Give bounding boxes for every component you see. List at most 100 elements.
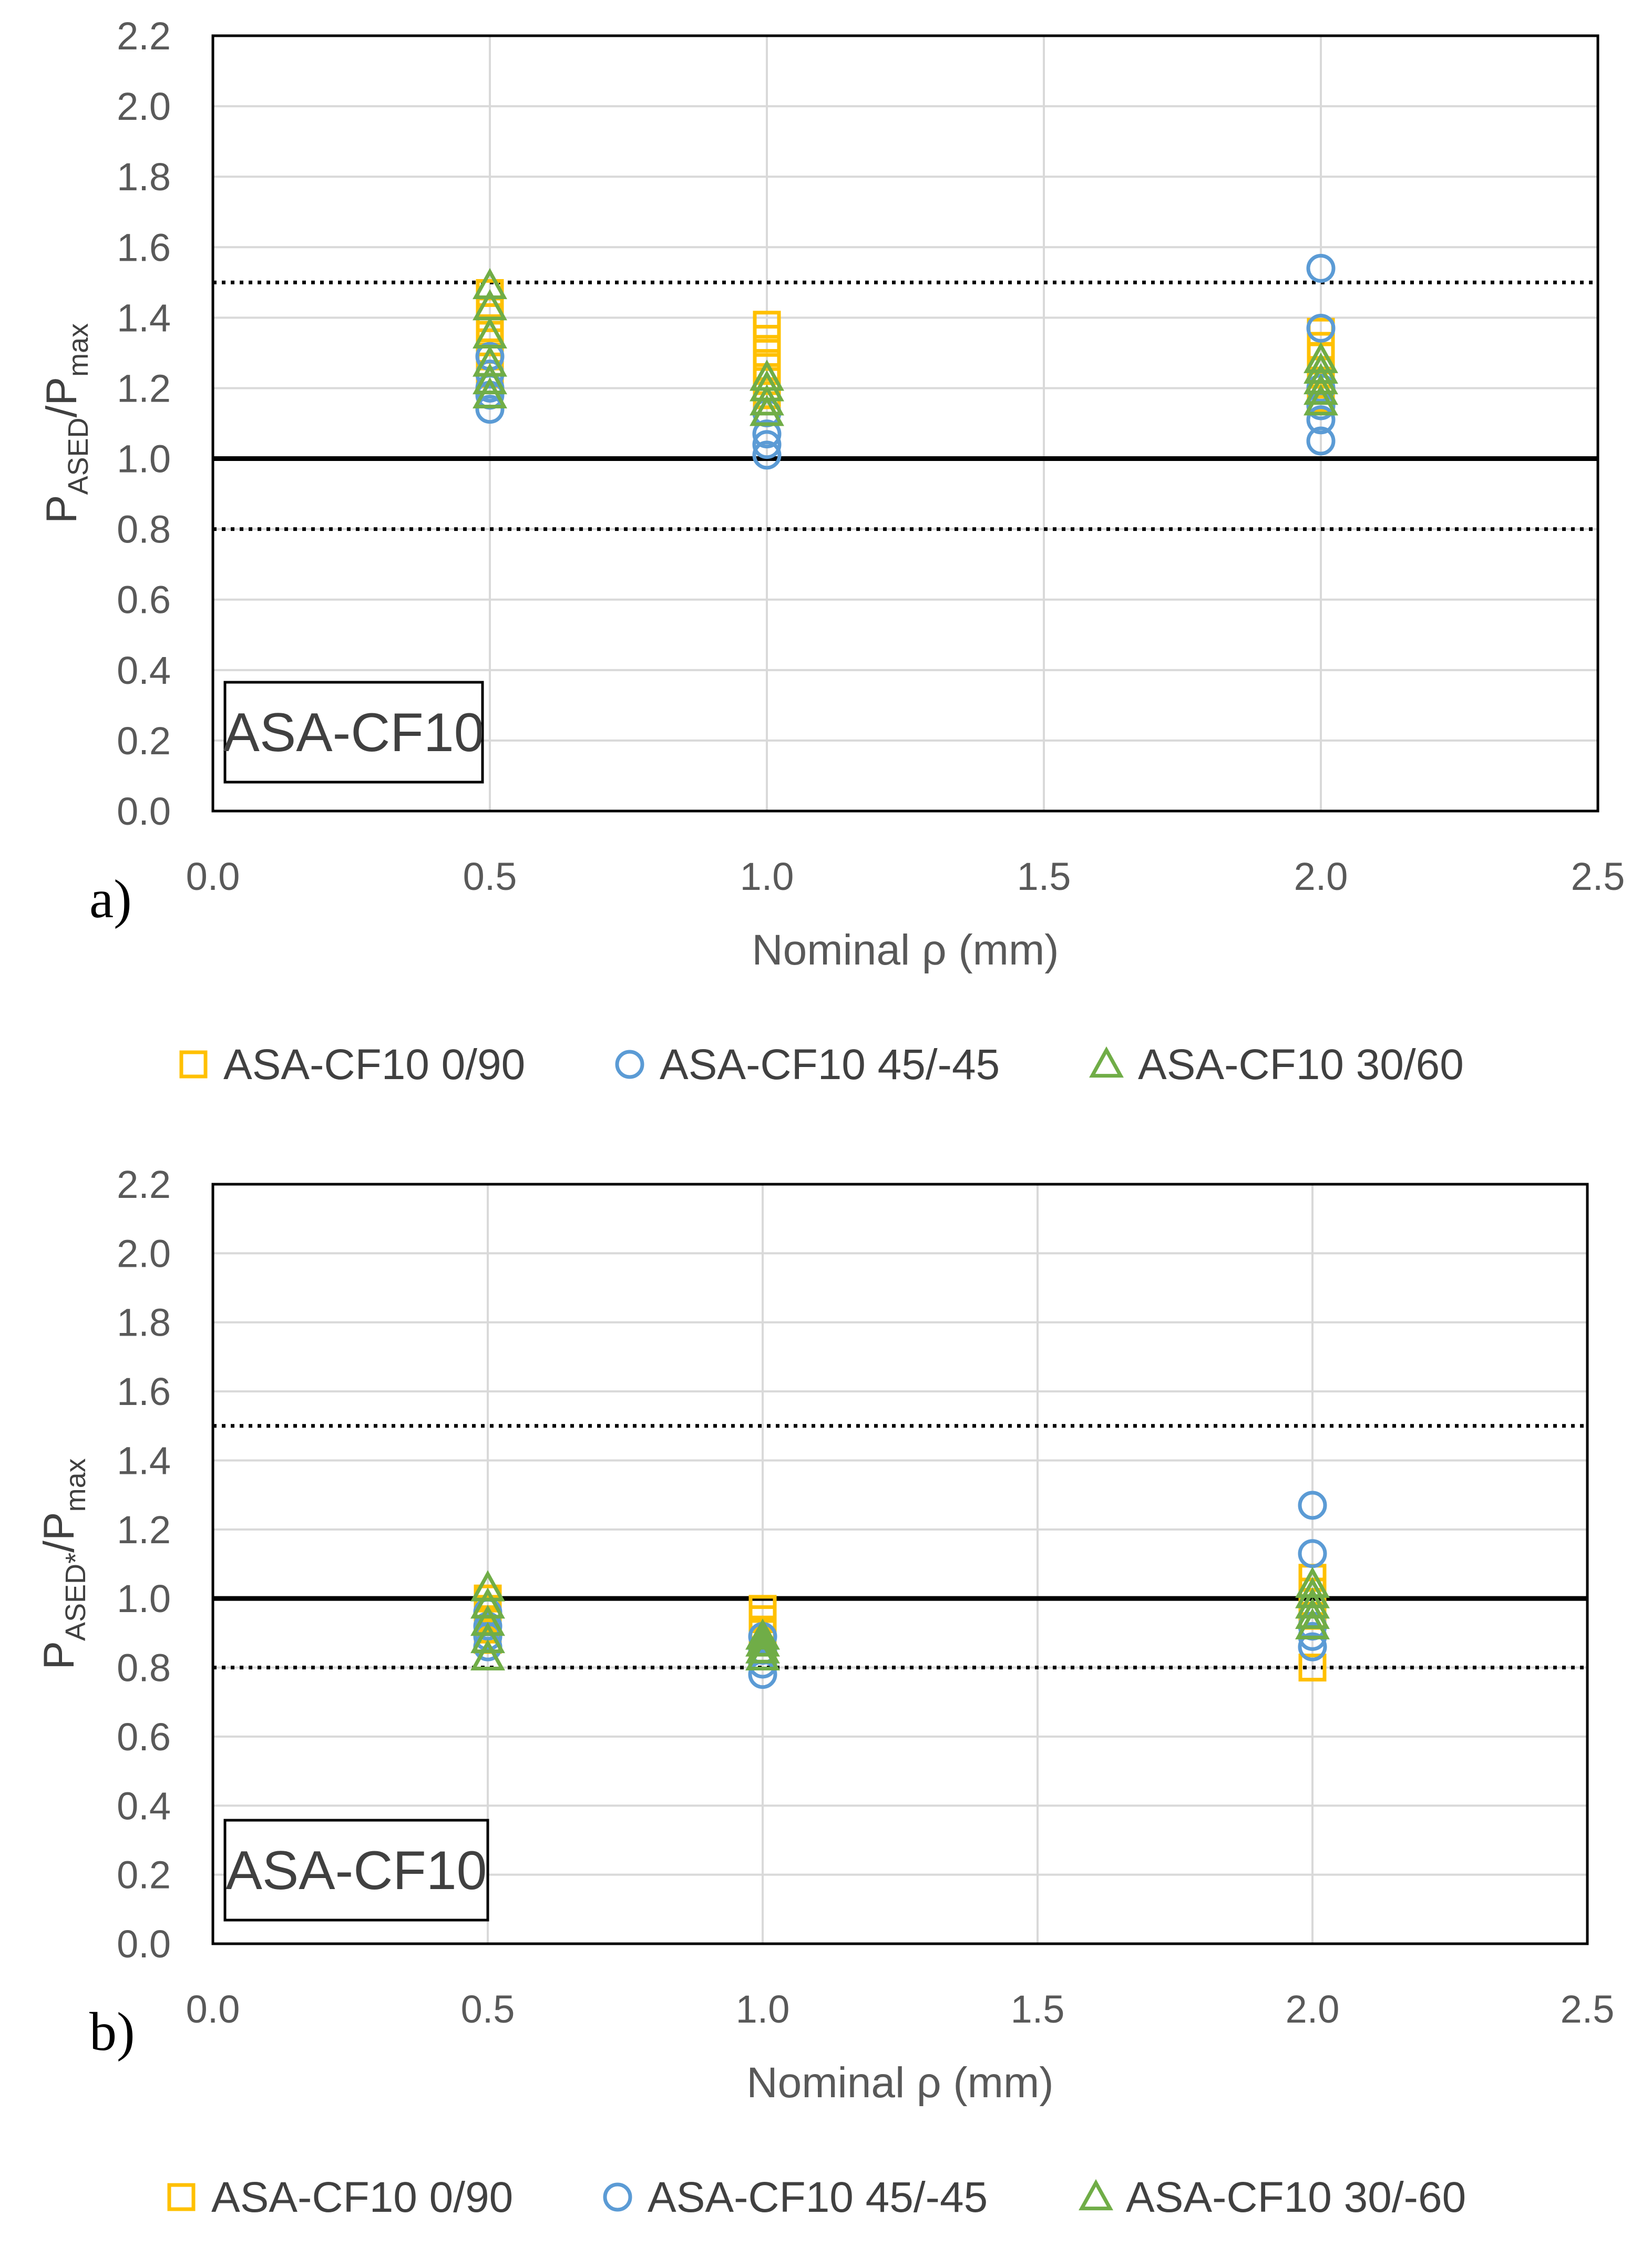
y-tick-label: 1.8 <box>117 155 171 199</box>
legend-marker-circle <box>603 2182 632 2212</box>
panel-label: b) <box>89 2002 135 2062</box>
y-tick-label: 1.8 <box>117 1301 171 1345</box>
legend-entry-label: ASA-CF10 45/-45 <box>648 2173 988 2221</box>
y-tick-label: 0.2 <box>117 1853 171 1897</box>
data-point-triangle <box>1295 1587 1330 1619</box>
y-axis-title-part: max <box>63 323 94 377</box>
y-tick-label: 0.4 <box>117 649 171 692</box>
material-label: ASA-CF10 <box>223 702 484 763</box>
data-point-triangle <box>1295 1577 1330 1608</box>
x-axis-title: Nominal ρ (mm) <box>746 2059 1053 2107</box>
data-point-triangle <box>1295 1566 1330 1598</box>
y-tick-label: 2.2 <box>117 1163 171 1206</box>
x-tick-label: 1.5 <box>1011 1987 1065 2031</box>
series-triangle <box>473 268 1338 426</box>
x-tick-label: 0.5 <box>463 855 517 898</box>
x-tick-label: 0.0 <box>186 1987 240 2031</box>
data-point-triangle <box>1304 373 1338 405</box>
material-label-box <box>223 1819 489 1922</box>
data-point-circle <box>475 395 505 424</box>
chart-panel-b: 0.0 0.2 0.4 0.6 0.8 1.0 1.2 1.4 1.6 1.8 2.0 2.2 0.0 0… <box>35 1163 1614 2107</box>
data-point-circle <box>473 1612 502 1641</box>
data-point-triangle <box>473 345 507 377</box>
y-tick-label: 0.8 <box>117 1646 171 1690</box>
series-circle <box>475 254 1336 470</box>
y-tick-label: 0.6 <box>117 578 171 622</box>
y-axis-title-part: ASED <box>63 417 94 495</box>
y-tick-label: 2.0 <box>117 1232 171 1275</box>
data-point-triangle <box>1304 352 1338 384</box>
legend-entry-label: ASA-CF10 30/-60 <box>1126 2173 1466 2221</box>
material-label: ASA-CF10 <box>225 1840 487 1901</box>
data-point-circle <box>752 430 782 459</box>
series-square <box>474 1564 1327 1682</box>
data-point-circle <box>1298 1491 1327 1520</box>
x-tick-label: 0.5 <box>461 1987 515 2031</box>
data-point-circle <box>1306 254 1336 283</box>
data-point-square <box>1298 1654 1327 1682</box>
legend-entry-label: ASA-CF10 0/90 <box>223 1041 525 1089</box>
data-point-triangle <box>1304 363 1338 395</box>
x-tick-label: 2.0 <box>1294 855 1348 898</box>
y-tick-label: 2.0 <box>117 85 171 128</box>
x-axis-title: Nominal ρ (mm) <box>752 926 1059 974</box>
data-point-square <box>753 367 781 395</box>
data-point-triangle <box>1295 1608 1330 1639</box>
data-point-triangle <box>470 1622 505 1654</box>
data-point-triangle <box>473 363 507 395</box>
plot-area-frame <box>211 34 1599 813</box>
y-tick-label: 1.0 <box>117 1577 171 1620</box>
y-tick-label: 0.0 <box>117 1922 171 1966</box>
x-tick-label: 0.0 <box>186 855 240 898</box>
legend: ASA-CF10 0/90 ASA-CF10 45/-45 ASA-CF10 30/… <box>167 2173 1466 2221</box>
legend-marker-square <box>167 2183 196 2211</box>
x-tick-label: 1.5 <box>1017 855 1071 898</box>
data-point-circle <box>752 419 782 449</box>
y-axis-title-part: ASED* <box>60 1553 91 1641</box>
y-tick-label: 0.8 <box>117 508 171 551</box>
plot-area-frame <box>211 1183 1589 1945</box>
x-tick-label: 2.5 <box>1571 855 1625 898</box>
panel-label: a) <box>89 869 132 929</box>
y-axis-title-part: max <box>60 1458 91 1512</box>
data-point-triangle <box>745 1639 780 1670</box>
legend-entry-label: ASA-CF10 45/-45 <box>660 1041 1000 1089</box>
y-axis-title: PASED/Pmax <box>38 323 94 524</box>
data-point-square <box>753 311 781 339</box>
y-tick-label: 1.4 <box>117 1439 171 1482</box>
y-axis-title-part: /P <box>38 377 86 417</box>
legend-marker-triangle <box>1079 2179 1113 2211</box>
y-tick-label: 1.0 <box>117 437 171 481</box>
data-point-triangle <box>1304 342 1338 373</box>
data-point-triangle <box>470 1587 505 1619</box>
legend-marker-square <box>179 1050 208 1079</box>
legend-entry-label: ASA-CF10 0/90 <box>211 2173 513 2221</box>
data-point-circle <box>1306 405 1336 435</box>
data-point-triangle <box>750 395 784 426</box>
series-circle <box>473 1491 1327 1689</box>
data-point-triangle <box>1295 1597 1330 1629</box>
data-point-triangle <box>745 1625 780 1657</box>
data-point-square <box>476 314 504 342</box>
y-tick-label: 0.2 <box>117 719 171 763</box>
y-axis-title: PASED*/Pmax <box>35 1458 91 1669</box>
data-point-triangle <box>1304 384 1338 416</box>
x-tick-label: 1.0 <box>736 1987 790 2031</box>
data-point-triangle <box>750 384 784 416</box>
data-point-circle <box>1306 313 1336 343</box>
y-axis-title-part: /P <box>35 1512 83 1552</box>
y-tick-label: 1.6 <box>117 225 171 269</box>
data-point-triangle <box>473 377 507 408</box>
x-tick-label: 2.0 <box>1286 1987 1340 2031</box>
data-point-circle <box>752 440 782 470</box>
chart-panel-a: 0.0 0.2 0.4 0.6 0.8 1.0 1.2 1.4 1.6 1.8 2.0 2.2 0.0 0… <box>38 14 1625 974</box>
legend: ASA-CF10 0/90 ASA-CF10 45/-45 ASA-CF10 30/… <box>179 1041 1464 1089</box>
x-tick-label: 2.5 <box>1561 1987 1615 2031</box>
data-point-triangle <box>470 1639 505 1670</box>
y-tick-label: 0.6 <box>117 1715 171 1759</box>
y-tick-label: 1.6 <box>117 1370 171 1413</box>
data-point-triangle <box>473 268 507 300</box>
y-tick-label: 0.4 <box>117 1784 171 1828</box>
y-tick-label: 1.2 <box>117 1508 171 1552</box>
